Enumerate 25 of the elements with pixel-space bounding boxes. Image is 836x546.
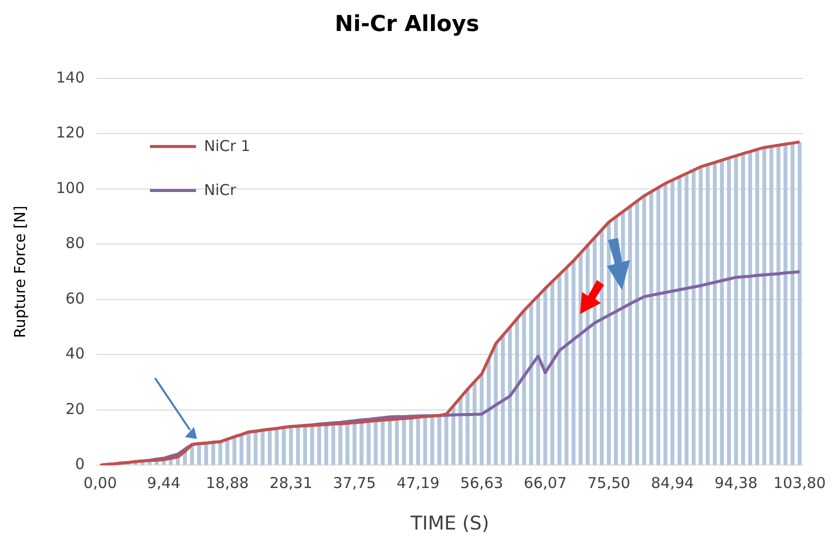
x-tick-label: 18,88	[206, 474, 249, 492]
x-tick-label: 94,38	[714, 474, 758, 492]
y-tick-label: 140	[56, 68, 85, 86]
y-tick-label: 0	[75, 455, 85, 474]
y-tick-label: 80	[66, 234, 85, 252]
y-tick-label: 120	[56, 124, 85, 142]
y-tick-label: 40	[66, 344, 85, 363]
x-tick-label: 84,94	[650, 474, 694, 492]
y-tick-label: 20	[66, 400, 85, 418]
legend-label: NiCr	[204, 181, 236, 199]
x-tick-label: 75,50	[587, 474, 630, 492]
x-tick-label: 0,00	[83, 474, 117, 492]
x-tick-label: 37,75	[333, 474, 376, 492]
x-tick-label: 47,19	[396, 474, 440, 492]
y-tick-label: 60	[66, 289, 85, 308]
x-tick-label: 28,31	[269, 474, 312, 492]
y-tick-label: 100	[56, 178, 85, 197]
chart-title: Ni-Cr Alloys	[334, 12, 480, 37]
x-tick-label: 9,44	[147, 474, 180, 492]
legend-label: NiCr 1	[204, 137, 250, 155]
y-axis-title: Rupture Force [N]	[10, 206, 29, 338]
x-tick-label: 56,63	[460, 474, 504, 492]
x-axis-title: TIME (S)	[410, 512, 490, 535]
x-tick-label: 103,80	[773, 474, 826, 492]
x-tick-label: 66,07	[524, 474, 567, 492]
